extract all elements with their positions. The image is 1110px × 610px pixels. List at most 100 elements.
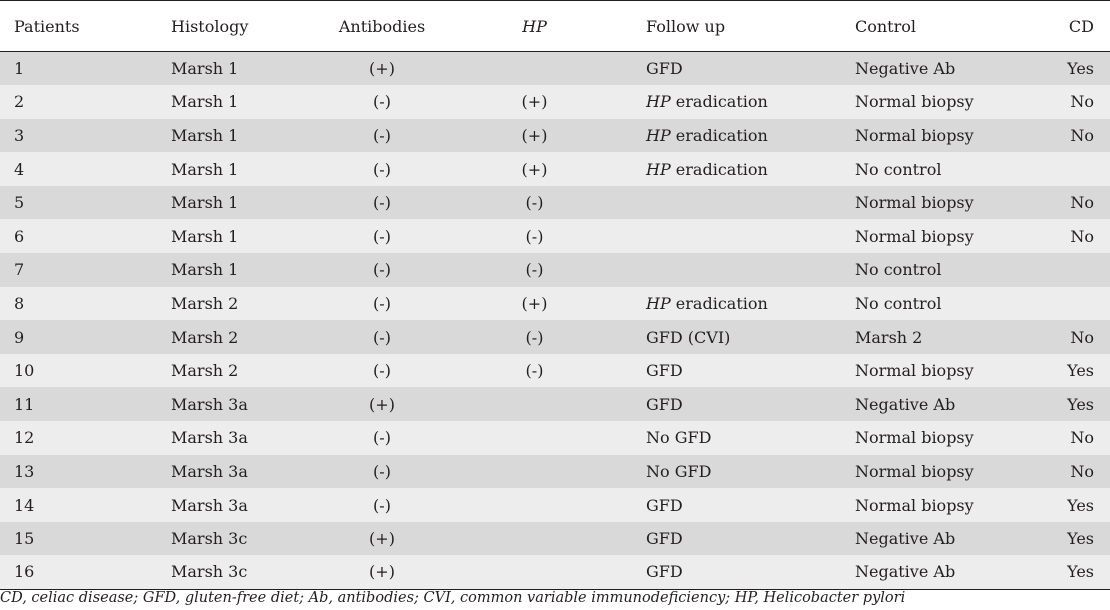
cell-histology: Marsh 1: [171, 226, 239, 246]
cell-follow-up: GFD: [616, 488, 829, 522]
cell-antibodies: (-): [373, 193, 391, 213]
cell-patient: 8: [14, 293, 25, 313]
cell-hp: (+): [521, 125, 548, 145]
table-row: 12 Marsh 3a (-) No GFD Normal biopsy No: [0, 421, 1110, 455]
cell-patient: 7: [14, 260, 25, 280]
cell-antibodies: (-): [373, 125, 391, 145]
cell-antibodies: (+): [369, 529, 395, 549]
cell-hp: (-): [525, 260, 544, 280]
follow-up-text: eradication: [670, 159, 768, 179]
table-row: 4 Marsh 1 (-) (+) HP eradication No control: [0, 152, 1110, 186]
cell-antibodies: (-): [373, 461, 391, 481]
cell-control: Normal biopsy: [855, 92, 974, 112]
cell-follow-up: GFD: [616, 555, 829, 589]
cell-antibodies: (-): [373, 159, 391, 179]
cell-cd: No: [1070, 428, 1094, 448]
cell-control: Normal biopsy: [855, 125, 974, 145]
cell-histology: Marsh 2: [171, 293, 239, 313]
cell-patient: 12: [14, 428, 35, 448]
cell-follow-up: [616, 253, 829, 287]
cell-patient: 14: [14, 495, 35, 515]
cell-control: Normal biopsy: [855, 495, 974, 515]
cell-antibodies: (-): [373, 226, 391, 246]
cell-hp: [453, 387, 616, 421]
follow-up-text: GFD: [646, 59, 683, 79]
cell-cd: No: [1070, 193, 1094, 213]
cell-control: Normal biopsy: [855, 193, 974, 213]
follow-up-text: eradication: [670, 293, 768, 313]
cell-control: Normal biopsy: [855, 361, 974, 381]
cell-hp: [453, 455, 616, 489]
cell-hp: (-): [525, 226, 544, 246]
table-row: 8 Marsh 2 (-) (+) HP eradication No control: [0, 286, 1110, 321]
table-row: 3 Marsh 1 (-) (+) HP eradication Normal biops…: [0, 118, 1110, 153]
cell-hp: [453, 52, 616, 86]
cell-control: Negative Ab: [855, 59, 956, 79]
cell-antibodies: (-): [373, 361, 391, 381]
cell-histology: Marsh 2: [171, 327, 239, 347]
cell-cd: Yes: [1067, 394, 1094, 414]
cell-patient: 4: [14, 159, 25, 179]
patients-table: Patients Histology Antibodies HP Follow …: [0, 0, 1110, 589]
cell-cd: Yes: [1067, 562, 1094, 582]
follow-up-hp: HP: [646, 159, 671, 179]
table-row: 16 Marsh 3c (+) GFD Negative Ab Yes: [0, 555, 1110, 589]
follow-up-hp: HP: [646, 92, 671, 112]
cell-hp: (-): [525, 193, 544, 213]
table-row: 9 Marsh 2 (-) (-) GFD (CVI) Marsh 2 No: [0, 320, 1110, 354]
cell-follow-up: HP eradication: [616, 152, 829, 186]
header-antibodies: Antibodies: [311, 0, 453, 52]
header-follow-up: Follow up: [616, 0, 829, 52]
follow-up-text: GFD: [646, 529, 683, 549]
table-row: 5 Marsh 1 (-) (-) Normal biopsy No: [0, 185, 1110, 220]
cell-histology: Marsh 2: [171, 361, 239, 381]
cell-hp: (+): [521, 293, 548, 313]
cell-cd: No: [1070, 327, 1094, 347]
follow-up-hp: HP: [646, 125, 671, 145]
cell-antibodies: (-): [373, 428, 391, 448]
cell-patient: 3: [14, 125, 25, 145]
cell-follow-up: [616, 219, 829, 253]
cell-control: Normal biopsy: [855, 226, 974, 246]
follow-up-text: eradication: [670, 92, 768, 112]
cell-cd: Yes: [1067, 529, 1094, 549]
cell-hp: (-): [525, 361, 544, 381]
follow-up-hp: HP: [646, 293, 671, 313]
cell-patient: 2: [14, 92, 25, 112]
cell-cd: No: [1070, 125, 1094, 145]
cell-control: No control: [855, 293, 942, 313]
cell-cd: Yes: [1067, 495, 1094, 515]
cell-histology: Marsh 1: [171, 159, 239, 179]
cell-control: Normal biopsy: [855, 461, 974, 481]
cell-histology: Marsh 1: [171, 125, 239, 145]
follow-up-text: GFD: [646, 495, 683, 515]
cell-cd: No: [1070, 461, 1094, 481]
cell-follow-up: HP eradication: [616, 287, 829, 321]
cell-antibodies: (-): [373, 327, 391, 347]
cell-cd: [1010, 253, 1110, 287]
cell-follow-up: GFD: [616, 354, 829, 388]
cell-histology: Marsh 1: [171, 260, 239, 280]
cell-control: Negative Ab: [855, 529, 956, 549]
cell-histology: Marsh 3a: [171, 394, 248, 414]
cell-patient: 15: [14, 529, 35, 549]
cell-histology: Marsh 3a: [171, 495, 248, 515]
header-hp: HP: [453, 0, 616, 52]
cell-follow-up: HP eradication: [616, 85, 829, 119]
cell-patient: 5: [14, 193, 25, 213]
cell-histology: Marsh 3c: [171, 562, 248, 582]
cell-patient: 1: [14, 59, 25, 79]
cell-patient: 16: [14, 562, 35, 582]
cell-control: Normal biopsy: [855, 428, 974, 448]
table-row: 10 Marsh 2 (-) (-) GFD Normal biopsy Yes: [0, 353, 1110, 388]
follow-up-text: GFD: [646, 394, 683, 414]
cell-hp: [453, 555, 616, 589]
cell-antibodies: (+): [369, 59, 395, 79]
cell-cd: No: [1070, 226, 1094, 246]
cell-patient: 13: [14, 461, 35, 481]
table-footnote: CD, celiac disease; GFD, gluten-free die…: [0, 590, 906, 606]
header-histology: Histology: [171, 0, 311, 52]
header-row: Patients Histology Antibodies HP Follow …: [0, 0, 1110, 52]
cell-histology: Marsh 3c: [171, 529, 248, 549]
